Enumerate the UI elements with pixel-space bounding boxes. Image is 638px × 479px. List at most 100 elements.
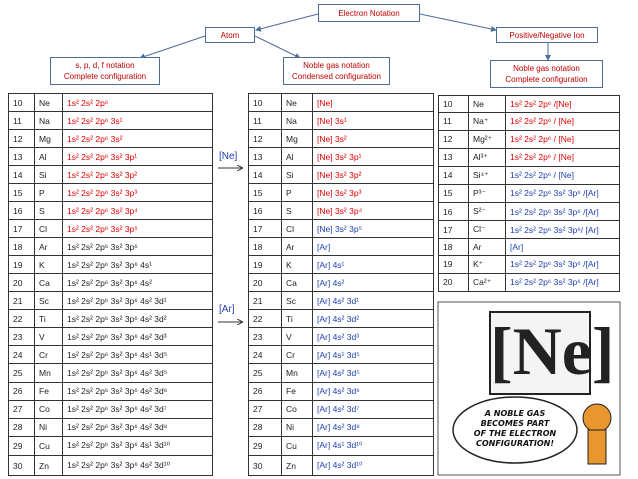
box-line: Noble gas notation <box>303 61 370 70</box>
cell: [Ar] <box>505 238 620 256</box>
title-box: Electron Notation <box>318 4 420 22</box>
cell: 1s² 2s² 2p⁶ <box>62 92 213 113</box>
row: 28 Ni 1s² 2s² 2p⁶ 3s² 3p⁶ 4s² 3d⁸ <box>8 417 213 437</box>
cell: 22 <box>248 309 282 329</box>
cell: 23 <box>248 327 282 347</box>
cell: 12 <box>438 129 469 149</box>
cell: [Ne] 3s¹ <box>312 111 434 131</box>
cell: 1s² 2s² 2p⁶ 3s² 3p⁶ 4s² 3d⁸ <box>62 417 213 437</box>
row: 11 Na 1s² 2s² 2p⁶ 3s¹ <box>8 111 213 131</box>
row: 24 Cr [Ar] 4s¹ 3d⁵ <box>248 345 434 365</box>
arrows <box>218 168 242 322</box>
cell: 1s² 2s² 2p⁶ 3s² 3p⁶ 4s¹ <box>62 255 213 275</box>
cell: 1s² 2s² 2p⁶ / [Ne] <box>505 129 620 149</box>
cell: 26 <box>248 381 282 401</box>
row: 26 Fe 1s² 2s² 2p⁶ 3s² 3p⁶ 4s² 3d⁶ <box>8 381 213 401</box>
caption-line: A NOBLE GAS <box>484 409 546 418</box>
caption-line: BECOMES PART <box>480 419 550 428</box>
cell: [Ar] 4s² 3d² <box>312 309 434 329</box>
cell: [Ar] 4s² 3d¹⁰ <box>312 455 434 476</box>
cell: Na <box>34 111 63 131</box>
cell: [Ar] 4s² 3d⁵ <box>312 363 434 383</box>
row: 19 K [Ar] 4s¹ <box>248 255 434 275</box>
row: 20 Ca [Ar] 4s² <box>248 273 434 293</box>
row: 11 Na⁺ 1s² 2s² 2p⁶ / [Ne] <box>438 111 620 131</box>
cell: 20 <box>8 273 35 293</box>
cell: 1s² 2s² 2p⁶ 3s² 3p⁶ 4s¹ 3d⁵ <box>62 345 213 365</box>
cell: Fe <box>34 381 63 401</box>
cell: Ti <box>34 309 63 329</box>
cell: Si⁴⁺ <box>468 165 506 185</box>
cell: 18 <box>8 237 35 257</box>
cell: 18 <box>248 237 282 257</box>
row: 15 P 1s² 2s² 2p⁶ 3s² 3p³ <box>8 183 213 203</box>
cell: Ca <box>281 273 313 293</box>
cell: 10 <box>8 92 35 113</box>
box-line: Noble gas notation <box>513 64 580 73</box>
cell: 28 <box>8 417 35 437</box>
cell: Zn <box>34 455 63 476</box>
cell: [Ne] <box>312 92 434 113</box>
cartoon-card <box>489 311 591 395</box>
cell: 11 <box>8 111 35 131</box>
cell: 14 <box>438 165 469 185</box>
cell: 1s² 2s² 2p⁶ 3s² 3p⁶ 4s² 3d¹ <box>62 291 213 311</box>
cell: Mn <box>281 363 313 383</box>
cell: V <box>281 327 313 347</box>
cell: 1s² 2s² 2p⁶ 3s² 3p⁶ 4s² 3d¹⁰ <box>62 455 213 476</box>
cell: 28 <box>248 417 282 437</box>
cell: 11 <box>438 111 469 131</box>
cell: Na⁺ <box>468 111 506 131</box>
cell: Cr <box>281 345 313 365</box>
cell: [Ar] 4s² 3d⁷ <box>312 399 434 419</box>
row: 10 Ne 1s² 2s² 2p⁶ /[Ne] <box>438 95 620 113</box>
row: 30 Zn 1s² 2s² 2p⁶ 3s² 3p⁶ 4s² 3d¹⁰ <box>8 455 213 476</box>
row: 23 V [Ar] 4s² 3d³ <box>248 327 434 347</box>
cell: Si <box>281 165 313 185</box>
cell: [Ar] 4s² 3d¹ <box>312 291 434 311</box>
row: 21 Sc 1s² 2s² 2p⁶ 3s² 3p⁶ 4s² 3d¹ <box>8 291 213 311</box>
cell: Ni <box>34 417 63 437</box>
cell: [Ar] 4s² 3d⁸ <box>312 417 434 437</box>
cell: S <box>34 201 63 221</box>
row: 17 Cl 1s² 2s² 2p⁶ 3s² 3p⁵ <box>8 219 213 239</box>
table: 10 Ne 1s² 2s² 2p⁶ /[Ne] 11 Na⁺ 1s² 2s² 2p⁶ / … <box>438 95 620 293</box>
box-line: Condensed configuration <box>292 72 381 81</box>
cell: 21 <box>248 291 282 311</box>
cell: 15 <box>8 183 35 203</box>
cell: 14 <box>8 165 35 185</box>
cell: 13 <box>438 147 469 167</box>
cell: 19 <box>248 255 282 275</box>
cell: 10 <box>248 92 282 113</box>
cell: Ca <box>34 273 63 293</box>
row: 12 Mg [Ne] 3s² <box>248 129 434 149</box>
row: 22 Ti [Ar] 4s² 3d² <box>248 309 434 329</box>
cell: Ne <box>468 95 506 113</box>
row: 30 Zn [Ar] 4s² 3d¹⁰ <box>248 455 434 476</box>
title: Electron Notation <box>338 8 400 18</box>
cell: Ca²⁺ <box>468 272 506 293</box>
cell: [Ne] 3s² 3p² <box>312 165 434 185</box>
arrow-label: [Ne] <box>219 151 238 162</box>
cell: S²⁻ <box>468 201 506 222</box>
arrow-label: [Ar] <box>219 304 235 315</box>
atom: Atom <box>220 30 240 40</box>
ion-box: Positive/Negative Ion <box>496 27 598 43</box>
atom-box: Atom <box>205 27 255 43</box>
row: 28 Ni [Ar] 4s² 3d⁸ <box>248 417 434 437</box>
cell: 1s² 2s² 2p⁶ 3s² 3p⁴ <box>62 201 213 221</box>
cell: K <box>34 255 63 275</box>
row: 16 S²⁻ 1s² 2s² 2p⁶ 3s² 3p⁶ /[Ar] <box>438 201 620 222</box>
row: 10 Ne [Ne] <box>248 92 434 113</box>
cell: 1s² 2s² 2p⁶ / [Ne] <box>505 165 620 185</box>
cell: [Ne] 3s² 3p¹ <box>312 147 434 167</box>
cell: Mg²⁺ <box>468 129 506 149</box>
row: 12 Mg 1s² 2s² 2p⁶ 3s² <box>8 129 213 149</box>
cell: 1s² 2s² 2p⁶ 3s² 3p⁵ <box>62 219 213 239</box>
row: 15 P³⁻ 1s² 2s² 2p⁶ 3s² 3p⁶ /[Ar] <box>438 183 620 203</box>
cell: 1s² 2s² 2p⁶ 3s² 3p² <box>62 165 213 185</box>
row: 14 Si [Ne] 3s² 3p² <box>248 165 434 185</box>
cell: 24 <box>8 345 35 365</box>
row: 27 Co [Ar] 4s² 3d⁷ <box>248 399 434 419</box>
